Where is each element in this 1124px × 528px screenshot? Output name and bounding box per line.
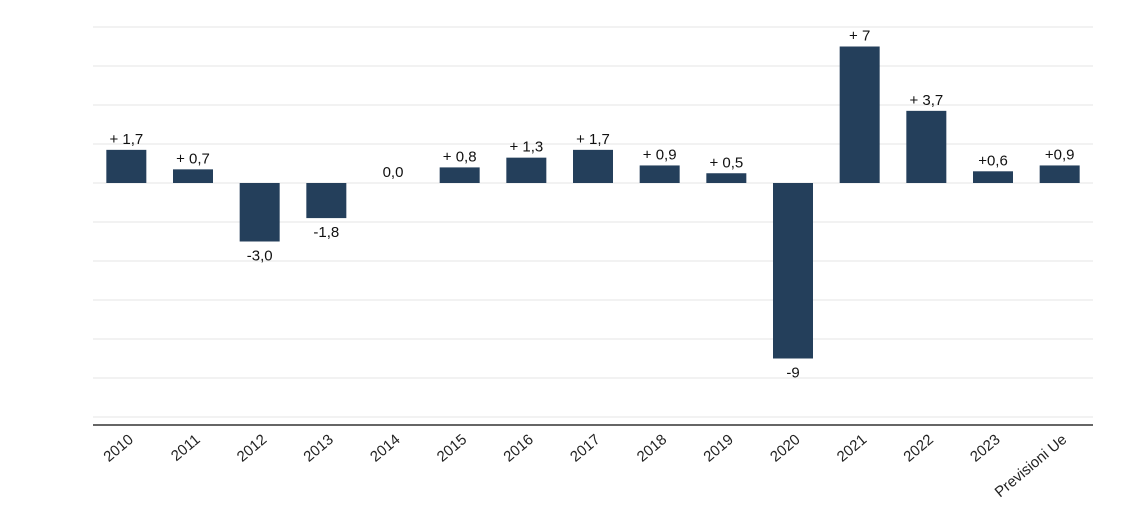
bar [1039, 165, 1080, 183]
x-tick-label: 2023 [967, 431, 1003, 465]
x-tick-label: 2021 [834, 431, 870, 465]
x-tick-label: 2020 [767, 431, 803, 465]
bar [906, 110, 947, 183]
data-label: + 1,7 [576, 131, 610, 148]
bar [773, 183, 813, 359]
bar [573, 149, 613, 183]
x-tick-label: 2017 [567, 431, 603, 465]
bar [239, 183, 280, 242]
data-label: +0,6 [978, 152, 1008, 169]
x-tick-label: 2019 [700, 431, 736, 465]
x-tick-label: 2012 [234, 431, 270, 465]
value-labels: + 1,7 + 0,7 -3,0 -1,8 0,0 + 0,8 + 1,3 + 1,7 + 0,… [109, 28, 1074, 382]
x-tick-label: 2016 [500, 431, 536, 465]
x-tick-label: 2013 [300, 431, 336, 465]
x-tick-label: 2011 [168, 431, 204, 465]
x-tick-label: 2010 [100, 431, 136, 465]
bars [106, 46, 1080, 359]
data-label: + 0,5 [709, 154, 743, 171]
data-label: + 1,7 [109, 131, 143, 148]
x-tick-label: 2022 [900, 431, 936, 465]
bar [839, 46, 880, 183]
bar [706, 173, 747, 183]
x-tick-label: 2014 [367, 431, 403, 465]
bar [639, 165, 680, 183]
x-tick-label: 2015 [434, 431, 470, 465]
data-label: +0,9 [1045, 146, 1075, 163]
bar [973, 171, 1013, 183]
bar [439, 167, 480, 183]
data-label: -3,0 [247, 248, 273, 265]
data-label: + 1,3 [509, 139, 543, 156]
bar [106, 149, 147, 183]
data-label: -1,8 [313, 224, 339, 241]
data-label: 0,0 [383, 164, 404, 181]
data-label: + 0,8 [443, 148, 477, 165]
data-label: + 0,9 [643, 146, 677, 163]
bar [173, 169, 213, 183]
bar [506, 157, 547, 183]
data-label: + 0,7 [176, 150, 210, 167]
data-label: + 7 [849, 28, 870, 45]
data-label: + 3,7 [909, 92, 943, 109]
x-axis-tick-labels: 2010 2011 2012 2013 2014 2015 2016 2017 2018 2019… [100, 431, 1070, 501]
bar [306, 183, 347, 219]
x-tick-label: Previsioni Ue [992, 431, 1071, 501]
x-tick-label: 2018 [634, 431, 670, 465]
data-label: -9 [786, 365, 799, 382]
